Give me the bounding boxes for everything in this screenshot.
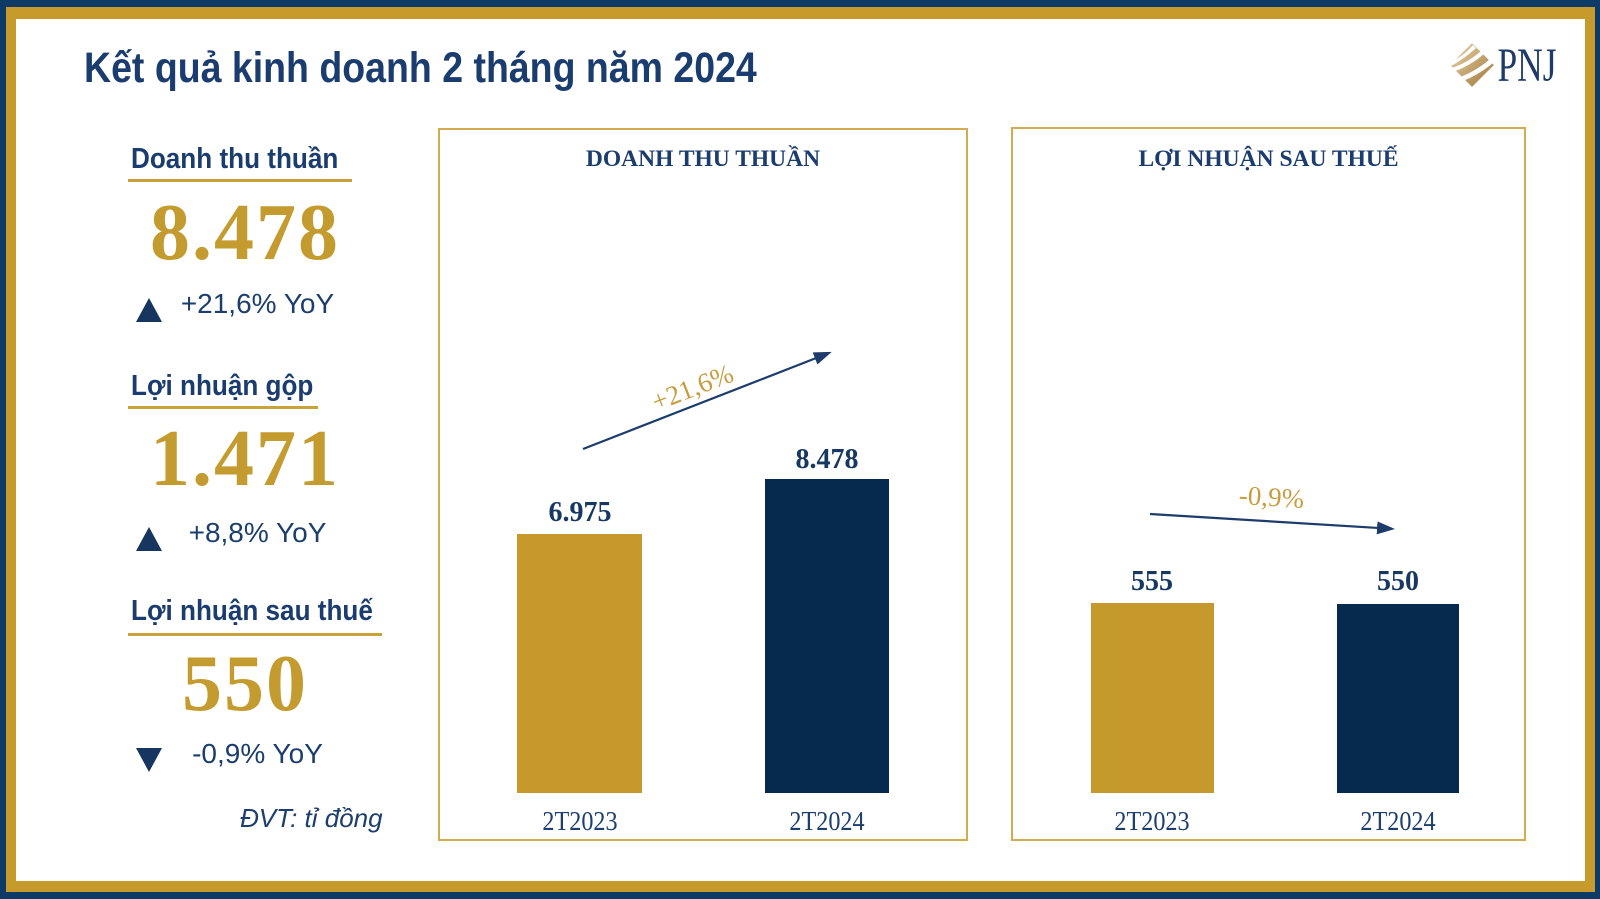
- svg-text:+21,6%: +21,6%: [647, 358, 737, 417]
- svg-text:-0,9%: -0,9%: [1238, 480, 1305, 514]
- svg-text:PNJ: PNJ: [1498, 42, 1557, 92]
